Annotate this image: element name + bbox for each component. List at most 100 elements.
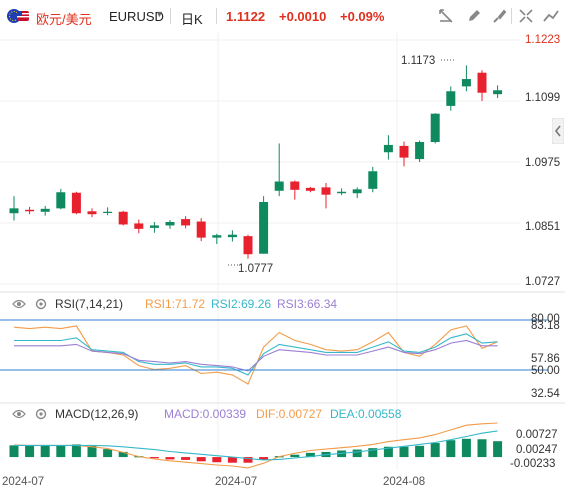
panel-toggle-icon[interactable] [552, 118, 564, 144]
macd-tick: 0.00247 [516, 444, 558, 456]
eye-icon[interactable] [12, 297, 26, 311]
candle-body [352, 189, 362, 194]
macd-histogram-bar [118, 451, 128, 458]
price-tick: 1.0727 [525, 276, 561, 288]
date-label: 2024-08 [383, 476, 426, 488]
macd-tick: 0.00727 [516, 429, 558, 441]
candle-body [415, 141, 425, 160]
currency-pair-label[interactable]: 欧元/美元 [36, 12, 92, 27]
chevron-down-icon[interactable]: ▼ [155, 9, 164, 19]
macd-histogram-bar [181, 457, 191, 460]
divider [170, 8, 171, 24]
candle-body [227, 234, 237, 238]
dea-line [14, 430, 498, 461]
candle-body [337, 191, 347, 194]
macd-histogram-bar [243, 457, 253, 463]
macd-histogram-bar [290, 454, 300, 458]
last-price: 1.1122 [226, 9, 266, 24]
candle-body [430, 113, 440, 142]
candle-body [118, 211, 128, 225]
macd-histogram-bar [25, 445, 35, 458]
candle-body [305, 187, 315, 191]
rsi-tick: 50.00 [531, 365, 560, 377]
rsi3-value: RSI3:66.34 [277, 297, 338, 311]
candle-body [274, 181, 284, 191]
gear-icon[interactable] [34, 407, 48, 421]
macd-histogram-bar [165, 457, 175, 460]
candle-body [446, 91, 456, 106]
date-label: 2024-07 [2, 476, 45, 488]
divider [511, 8, 512, 24]
rsi-tick: 83.18 [531, 320, 560, 332]
high-price-marker: 1.1173 [401, 55, 435, 67]
macd-value: MACD:0.00339 [164, 407, 247, 421]
macd-histogram-bar [352, 449, 362, 458]
candle-body [290, 181, 300, 190]
macd-histogram-bar [103, 449, 113, 458]
macd-histogram-bar [149, 457, 159, 459]
macd-histogram-bar [196, 457, 206, 462]
macd-histogram-bar [212, 457, 222, 463]
rsi-line-3 [14, 339, 498, 372]
eye-icon[interactable] [12, 407, 26, 421]
rsi-line-1 [13, 325, 498, 385]
rsi1-value: RSI1:71.72 [145, 297, 206, 311]
dif-line [13, 422, 498, 469]
rsi-title: RSI(7,14,21) [55, 297, 124, 311]
symbol-selector[interactable]: EURUSD [109, 9, 164, 24]
candle-body [368, 171, 378, 189]
macd-histogram-bar [259, 457, 269, 460]
candle-body [165, 222, 175, 226]
macd-histogram-bar [493, 441, 503, 458]
macd-histogram-bar [446, 440, 456, 458]
macd-histogram-bar [227, 457, 237, 463]
rsi-tick: 57.86 [531, 353, 560, 365]
indicator-settings-icon[interactable] [541, 6, 561, 26]
candle-body [493, 90, 503, 95]
candle-body [25, 209, 35, 212]
candle-body [461, 79, 471, 87]
macd-histogram-bar [368, 448, 378, 458]
candle-body [259, 202, 269, 254]
gear-icon[interactable] [34, 297, 48, 311]
macd-title: MACD(12,26,9) [55, 407, 139, 421]
macd-histogram-bar [40, 445, 50, 458]
candle-body [321, 187, 331, 195]
macd-tick: -0.00233 [510, 458, 556, 470]
candle-body [71, 192, 81, 214]
macd-histogram-bar [87, 445, 97, 458]
expand-icon[interactable] [516, 6, 536, 26]
candle-body [399, 145, 409, 158]
macd-histogram-bar [305, 452, 315, 458]
fullscreen-icon[interactable] [436, 6, 456, 26]
macd-histogram-bar [383, 446, 393, 458]
candle-body [477, 72, 487, 93]
eu-us-flag-icon [7, 9, 29, 23]
draw-pencil-icon[interactable] [464, 6, 484, 26]
timeframe-selector[interactable]: 日K [181, 12, 203, 27]
macd-histogram-bar [71, 444, 81, 458]
rsi-tick: 80.00 [531, 313, 560, 325]
divider [216, 8, 217, 24]
candle-body [9, 208, 19, 214]
price-change: +0.0010 [279, 9, 327, 24]
macd-histogram-bar [56, 445, 66, 458]
price-tick: 1.1099 [525, 92, 561, 104]
brush-icon[interactable] [489, 6, 509, 26]
candle-body [56, 192, 66, 209]
rsi-tick: 32.54 [531, 388, 560, 400]
low-price-marker: 1.0777 [238, 263, 273, 275]
macd-histogram-bar [477, 439, 487, 458]
dea-value: DEA:0.00558 [330, 407, 402, 421]
candle-body [87, 211, 97, 215]
candle-body [212, 235, 222, 238]
candle-body [181, 219, 191, 226]
price-tick: 1.0851 [525, 221, 561, 233]
date-label: 2024-07 [215, 476, 258, 488]
dif-value: DIF:0.00727 [256, 407, 323, 421]
price-tick: 1.0975 [525, 157, 561, 169]
candle-body [243, 236, 253, 255]
macd-histogram-bar [430, 443, 440, 458]
macd-histogram-bar [9, 445, 19, 458]
